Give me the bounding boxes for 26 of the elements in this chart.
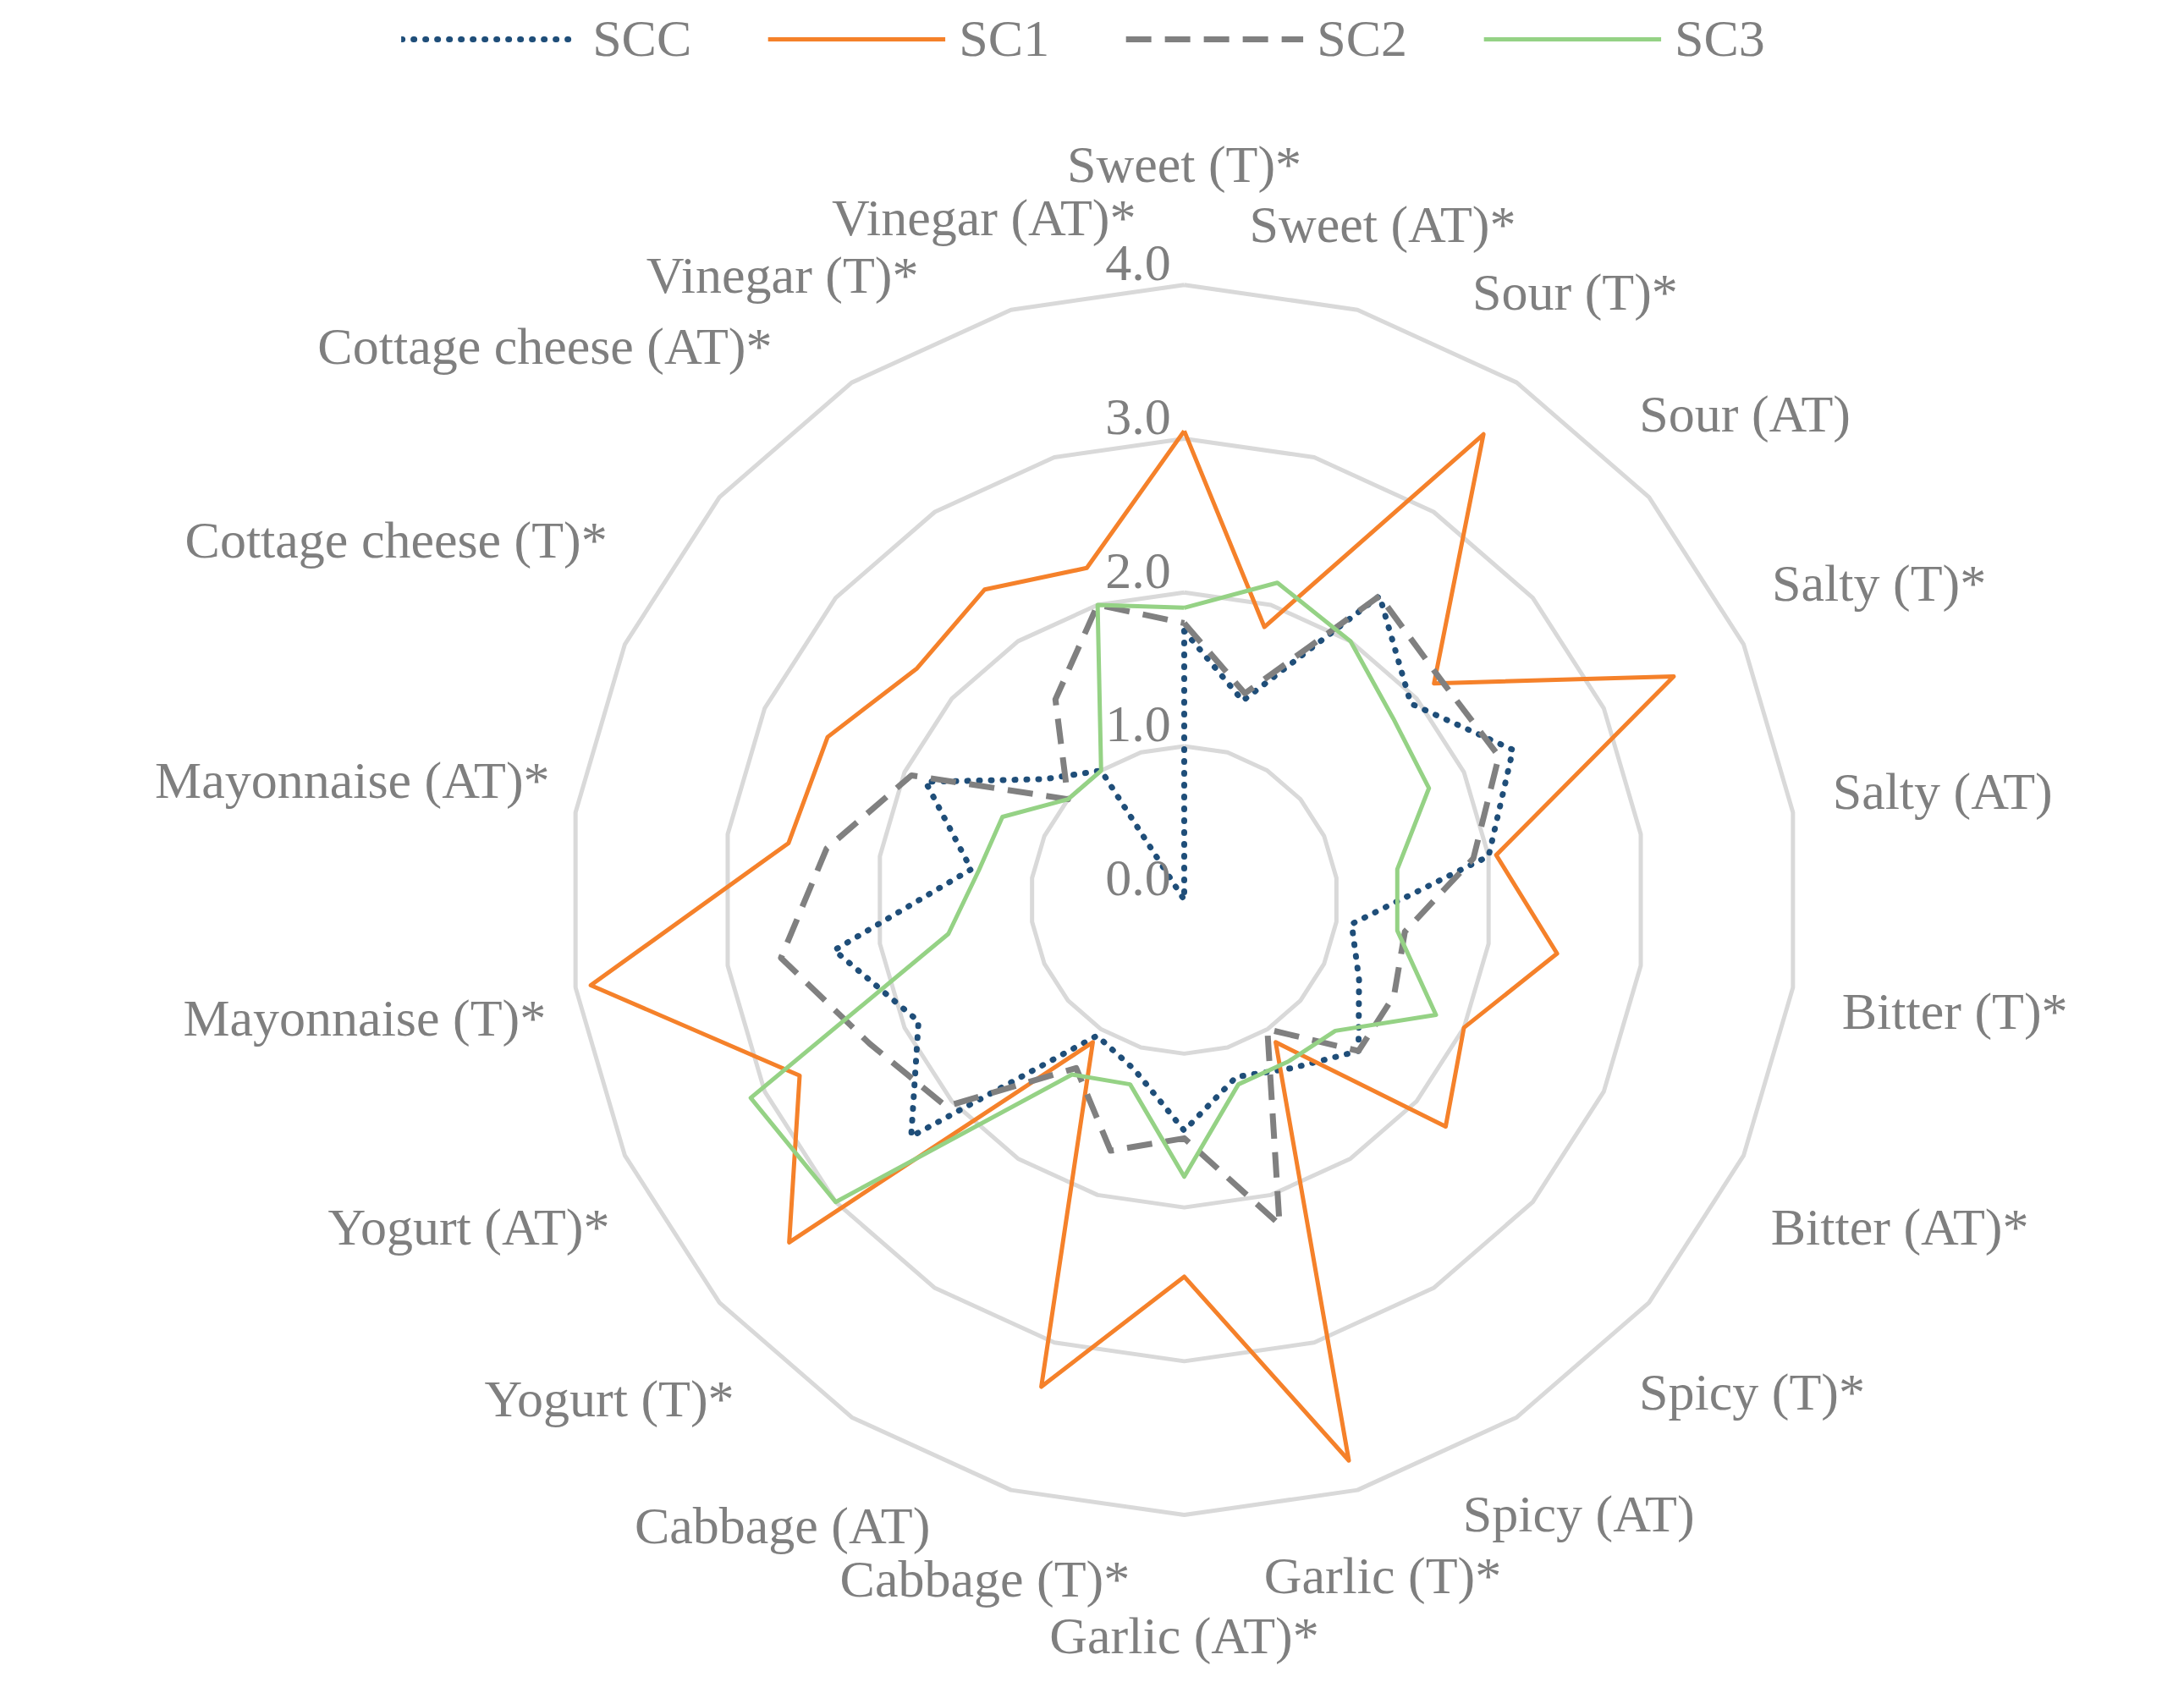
spoke-label: Cottage cheese (AT)* — [317, 316, 773, 376]
spoke-label: Mayonnaise (T)* — [183, 988, 547, 1047]
spoke-label: Salty (T)* — [1772, 553, 1987, 613]
spoke-label: Sweet (AT)* — [1249, 195, 1516, 255]
spoke-label: Garlic (T)* — [1263, 1547, 1502, 1606]
spoke-label: Yogurt (T)* — [484, 1369, 734, 1428]
legend-label: SC1 — [959, 8, 1050, 69]
legend-label: SCC — [592, 8, 692, 69]
spoke-label: Spicy (T)* — [1639, 1363, 1865, 1422]
spoke-label: Sour (T)* — [1472, 262, 1678, 322]
y-tick-label: 2.0 — [1105, 541, 1171, 599]
y-tick-label: 1.0 — [1105, 695, 1171, 753]
spoke-label: Mayonnaise (AT)* — [155, 751, 550, 811]
spoke-label: Yogurt (AT)* — [327, 1197, 610, 1256]
spoke-label: Bitter (AT)* — [1770, 1197, 2029, 1256]
y-tick-label: 0.0 — [1105, 849, 1171, 907]
spoke-label: Cottage cheese (T)* — [184, 511, 608, 570]
spoke-label: Sour (AT) — [1639, 385, 1851, 444]
spoke-label: Salty (AT) — [1832, 761, 2053, 821]
legend-label: SC2 — [1317, 8, 1408, 69]
spoke-label: Bitter (T)* — [1841, 981, 2068, 1041]
legend-label: SC3 — [1675, 8, 1765, 69]
spoke-label: Spicy (AT) — [1462, 1485, 1695, 1544]
spoke-label: Vinegar (T)* — [646, 245, 919, 305]
y-tick-label: 3.0 — [1105, 387, 1171, 445]
spoke-label: Garlic (AT)* — [1049, 1607, 1319, 1666]
